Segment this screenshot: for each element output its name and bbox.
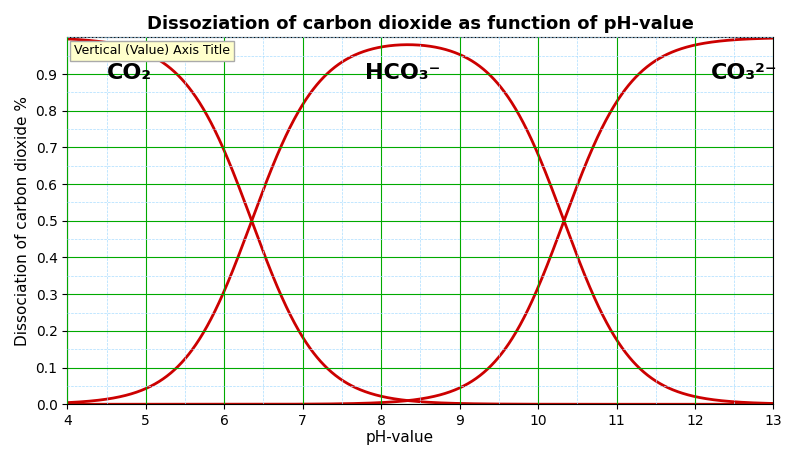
Title: Dissoziation of carbon dioxide as function of pH-value: Dissoziation of carbon dioxide as functi… [147, 15, 694, 33]
Y-axis label: Dissociation of carbon dioxide %: Dissociation of carbon dioxide % [15, 96, 30, 346]
Text: HCO₃⁻: HCO₃⁻ [366, 63, 441, 83]
Text: CO₃²⁻: CO₃²⁻ [710, 63, 778, 83]
X-axis label: pH-value: pH-value [365, 430, 434, 445]
Text: CO₂: CO₂ [106, 63, 152, 83]
Text: Vertical (Value) Axis Title: Vertical (Value) Axis Title [74, 44, 230, 57]
